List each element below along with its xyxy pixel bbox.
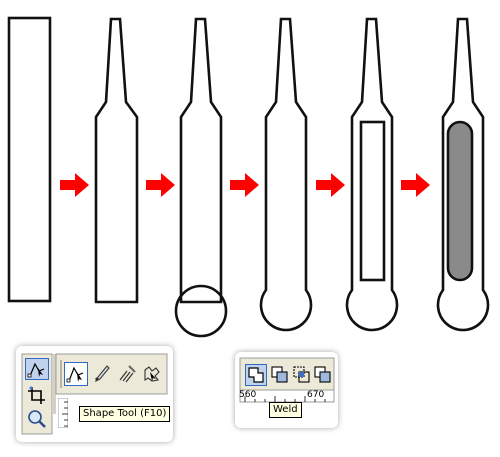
toolbox-zoom-tool-button[interactable] — [25, 408, 49, 430]
ruler-label-670: 670 — [307, 390, 325, 400]
step-6-gray-fill — [446, 120, 474, 282]
trim-icon — [271, 366, 288, 383]
step-2-tapered-shape — [94, 17, 139, 304]
shape-tool-tooltip: Shape Tool (F10) — [79, 406, 171, 422]
shape-tool-icon — [27, 362, 45, 378]
flyout-shape-tool-button[interactable] — [64, 362, 88, 386]
step-arrows — [60, 173, 430, 197]
flyout-roughen-tool-button[interactable] — [140, 362, 164, 386]
intersect-button[interactable] — [291, 364, 313, 386]
flyout-smudge-tool-button[interactable] — [115, 362, 139, 386]
toolbox-shape-tool-button[interactable] — [25, 358, 49, 380]
roughen-tool-icon — [144, 366, 160, 382]
vertical-ruler — [58, 398, 68, 428]
step-1-rectangle — [7, 16, 52, 303]
simplify-icon — [314, 366, 331, 383]
shape-tool-icon — [66, 366, 84, 383]
intersect-icon — [293, 366, 310, 383]
arrow-icon — [401, 173, 430, 197]
smudge-tool-icon — [119, 365, 136, 383]
step-5-inner-rectangle — [359, 120, 386, 282]
step-6-shape-with-gray-fill — [436, 17, 490, 332]
shape-tool-panel: Shape Tool (F10) — [16, 346, 173, 442]
simplify-button[interactable] — [312, 364, 334, 386]
toolbox-crop-tool-button[interactable] — [25, 384, 49, 406]
weld-panel: 560 670 Weld — [235, 352, 338, 428]
ruler-label-560: 560 — [239, 390, 257, 400]
step-3-shape-with-circle — [174, 17, 228, 338]
knife-tool-icon — [94, 365, 110, 383]
weld-tooltip: Weld — [269, 402, 302, 418]
trim-button[interactable] — [269, 364, 291, 386]
step-3-circle — [174, 284, 228, 338]
zoom-tool-icon — [28, 410, 46, 428]
step-4-welded-shape — [259, 17, 313, 332]
crop-tool-icon — [28, 386, 45, 404]
step-5-shape-with-inner-rectangle — [345, 17, 399, 332]
step-3-tapered-shape — [179, 17, 223, 304]
arrow-icon — [316, 173, 345, 197]
arrow-icon — [60, 173, 89, 197]
arrow-icon — [230, 173, 259, 197]
weld-button[interactable] — [245, 364, 267, 386]
weld-icon — [248, 367, 264, 383]
flyout-knife-tool-button[interactable] — [90, 362, 114, 386]
arrow-icon — [146, 173, 175, 197]
